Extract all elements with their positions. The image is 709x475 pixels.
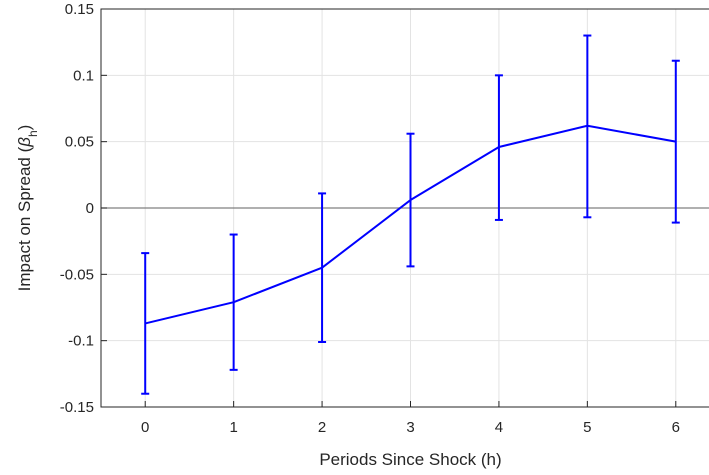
y-ticks: -0.15 -0.1 -0.05 0 0.05 0.1 0.15 xyxy=(60,1,107,416)
y-tick-label: 0.15 xyxy=(65,1,94,18)
series-line xyxy=(144,124,676,325)
x-tick-label: 2 xyxy=(318,419,326,436)
x-tick-label: 0 xyxy=(141,419,149,436)
y-axis-label: Impact on Spread (βh) xyxy=(15,125,40,292)
x-ticks: 0 1 2 3 4 5 6 xyxy=(141,401,680,436)
x-tick-label: 4 xyxy=(495,419,503,436)
y-tick-label: -0.05 xyxy=(60,266,94,283)
y-axis-label-text: Impact on Spread ( xyxy=(15,146,34,291)
x-tick-label: 6 xyxy=(672,419,680,436)
x-tick-label: 3 xyxy=(406,419,414,436)
y-tick-label: -0.1 xyxy=(68,333,94,350)
series-layer xyxy=(141,34,680,395)
y-tick-label: -0.15 xyxy=(60,399,94,416)
y-tick-label: 0 xyxy=(86,200,94,217)
y-axis-label-close: ) xyxy=(15,125,34,131)
y-tick-label: 0.05 xyxy=(65,134,94,151)
x-axis-label: Periods Since Shock (h) xyxy=(319,450,501,469)
y-tick-label: 0.1 xyxy=(73,67,94,84)
y-axis-label-symbol: β xyxy=(15,137,34,148)
x-tick-label: 5 xyxy=(583,419,591,436)
x-tick-label: 1 xyxy=(229,419,237,436)
y-axis-label-subscript: h xyxy=(26,130,40,137)
